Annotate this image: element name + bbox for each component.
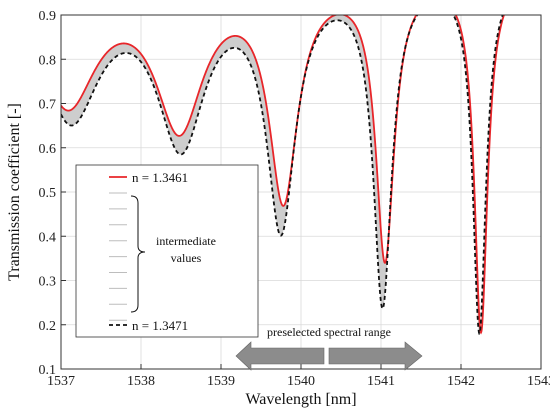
x-tick-label: 1539 — [207, 374, 235, 389]
y-axis-title: Transmission coefficient [-] — [6, 103, 23, 281]
y-tick-label: 0.4 — [39, 230, 57, 245]
x-tick-label: 1540 — [287, 374, 315, 389]
legend-box — [75, 164, 259, 338]
arrow-left-shape — [235, 341, 325, 371]
x-tick-label: 1543 — [527, 374, 550, 389]
range-annotation: preselected spectral range — [235, 325, 423, 371]
series-layer — [61, 15, 505, 335]
x-tick-label: 1542 — [447, 374, 475, 389]
y-tick-label: 0.2 — [39, 319, 57, 334]
y-tick-label: 0.3 — [39, 275, 57, 290]
y-tick-label: 0.6 — [39, 142, 57, 157]
x-tick-label: 1537 — [47, 374, 75, 389]
legend-intermediate-lines — [109, 192, 127, 321]
y-tick-label: 0.8 — [39, 53, 57, 68]
legend: n = 1.3461 intermediate values n = 1.347… — [75, 164, 259, 338]
range-annotation-label: preselected spectral range — [267, 325, 391, 339]
y-tick-label: 0.7 — [39, 98, 57, 113]
series-line-n-1.3471 — [61, 15, 504, 335]
legend-intermediate-label-line2: values — [171, 251, 202, 265]
legend-brace — [130, 195, 146, 313]
x-tick-label: 1541 — [367, 374, 395, 389]
legend-label-n-1.3471: n = 1.3471 — [132, 318, 188, 333]
x-axis-title: Wavelength [nm] — [245, 391, 356, 408]
legend-intermediate-label-line1: intermediate — [156, 234, 216, 248]
y-tick-label: 0.5 — [39, 186, 57, 201]
y-tick-label: 0.1 — [39, 363, 57, 378]
tick-layer: 1537 1538 1539 1540 1541 1542 1543 0.1 0.2 0.3 0.4… — [39, 9, 550, 389]
x-tick-label: 1538 — [127, 374, 155, 389]
legend-label-n-1.3461: n = 1.3461 — [132, 170, 188, 185]
y-tick-label: 0.9 — [39, 9, 57, 24]
arrow-right-shape — [328, 341, 423, 371]
